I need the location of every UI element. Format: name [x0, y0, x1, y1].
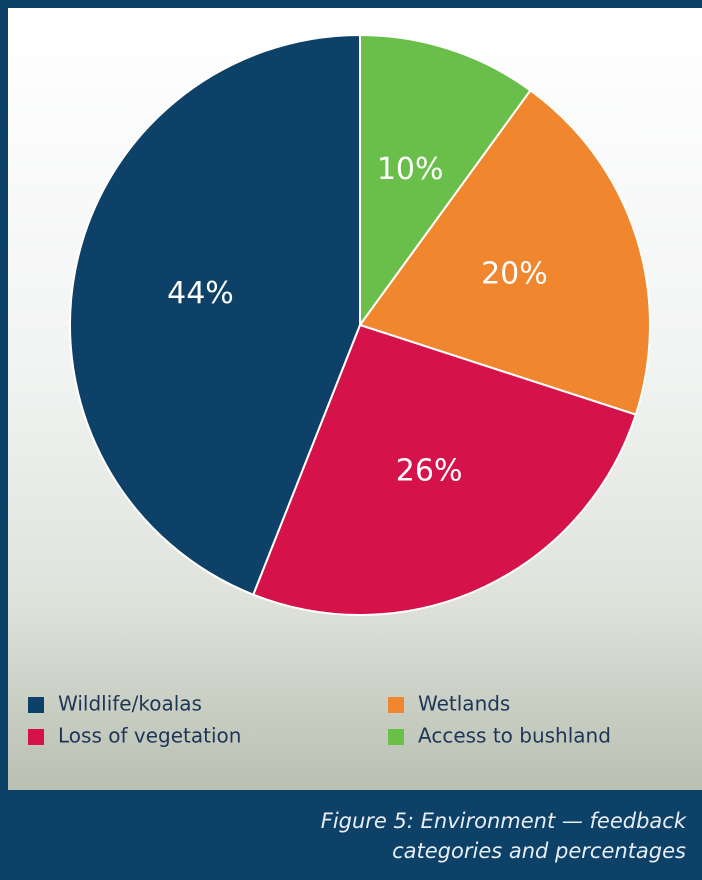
pie-slice	[251, 323, 638, 616]
legend-swatch	[388, 729, 404, 745]
slice-label: 26%	[396, 453, 463, 488]
slice-label: 44%	[167, 276, 234, 311]
legend-swatch	[28, 697, 44, 713]
caption: Figure 5: Environment — feedback	[321, 809, 687, 833]
pie-slice	[69, 33, 361, 596]
slice-label: 10%	[377, 152, 444, 187]
legend-label: Loss of vegetation	[58, 724, 241, 748]
legend-swatch	[388, 697, 404, 713]
legend-swatch	[28, 729, 44, 745]
legend-label: Wildlife/koalas	[58, 692, 202, 716]
legend-label: Wetlands	[418, 692, 510, 716]
pie-slice	[359, 33, 532, 329]
caption: categories and percentages	[392, 839, 686, 863]
legend-label: Access to bushland	[418, 724, 611, 748]
pie-slice	[358, 88, 651, 416]
slice-label: 20%	[481, 256, 548, 291]
